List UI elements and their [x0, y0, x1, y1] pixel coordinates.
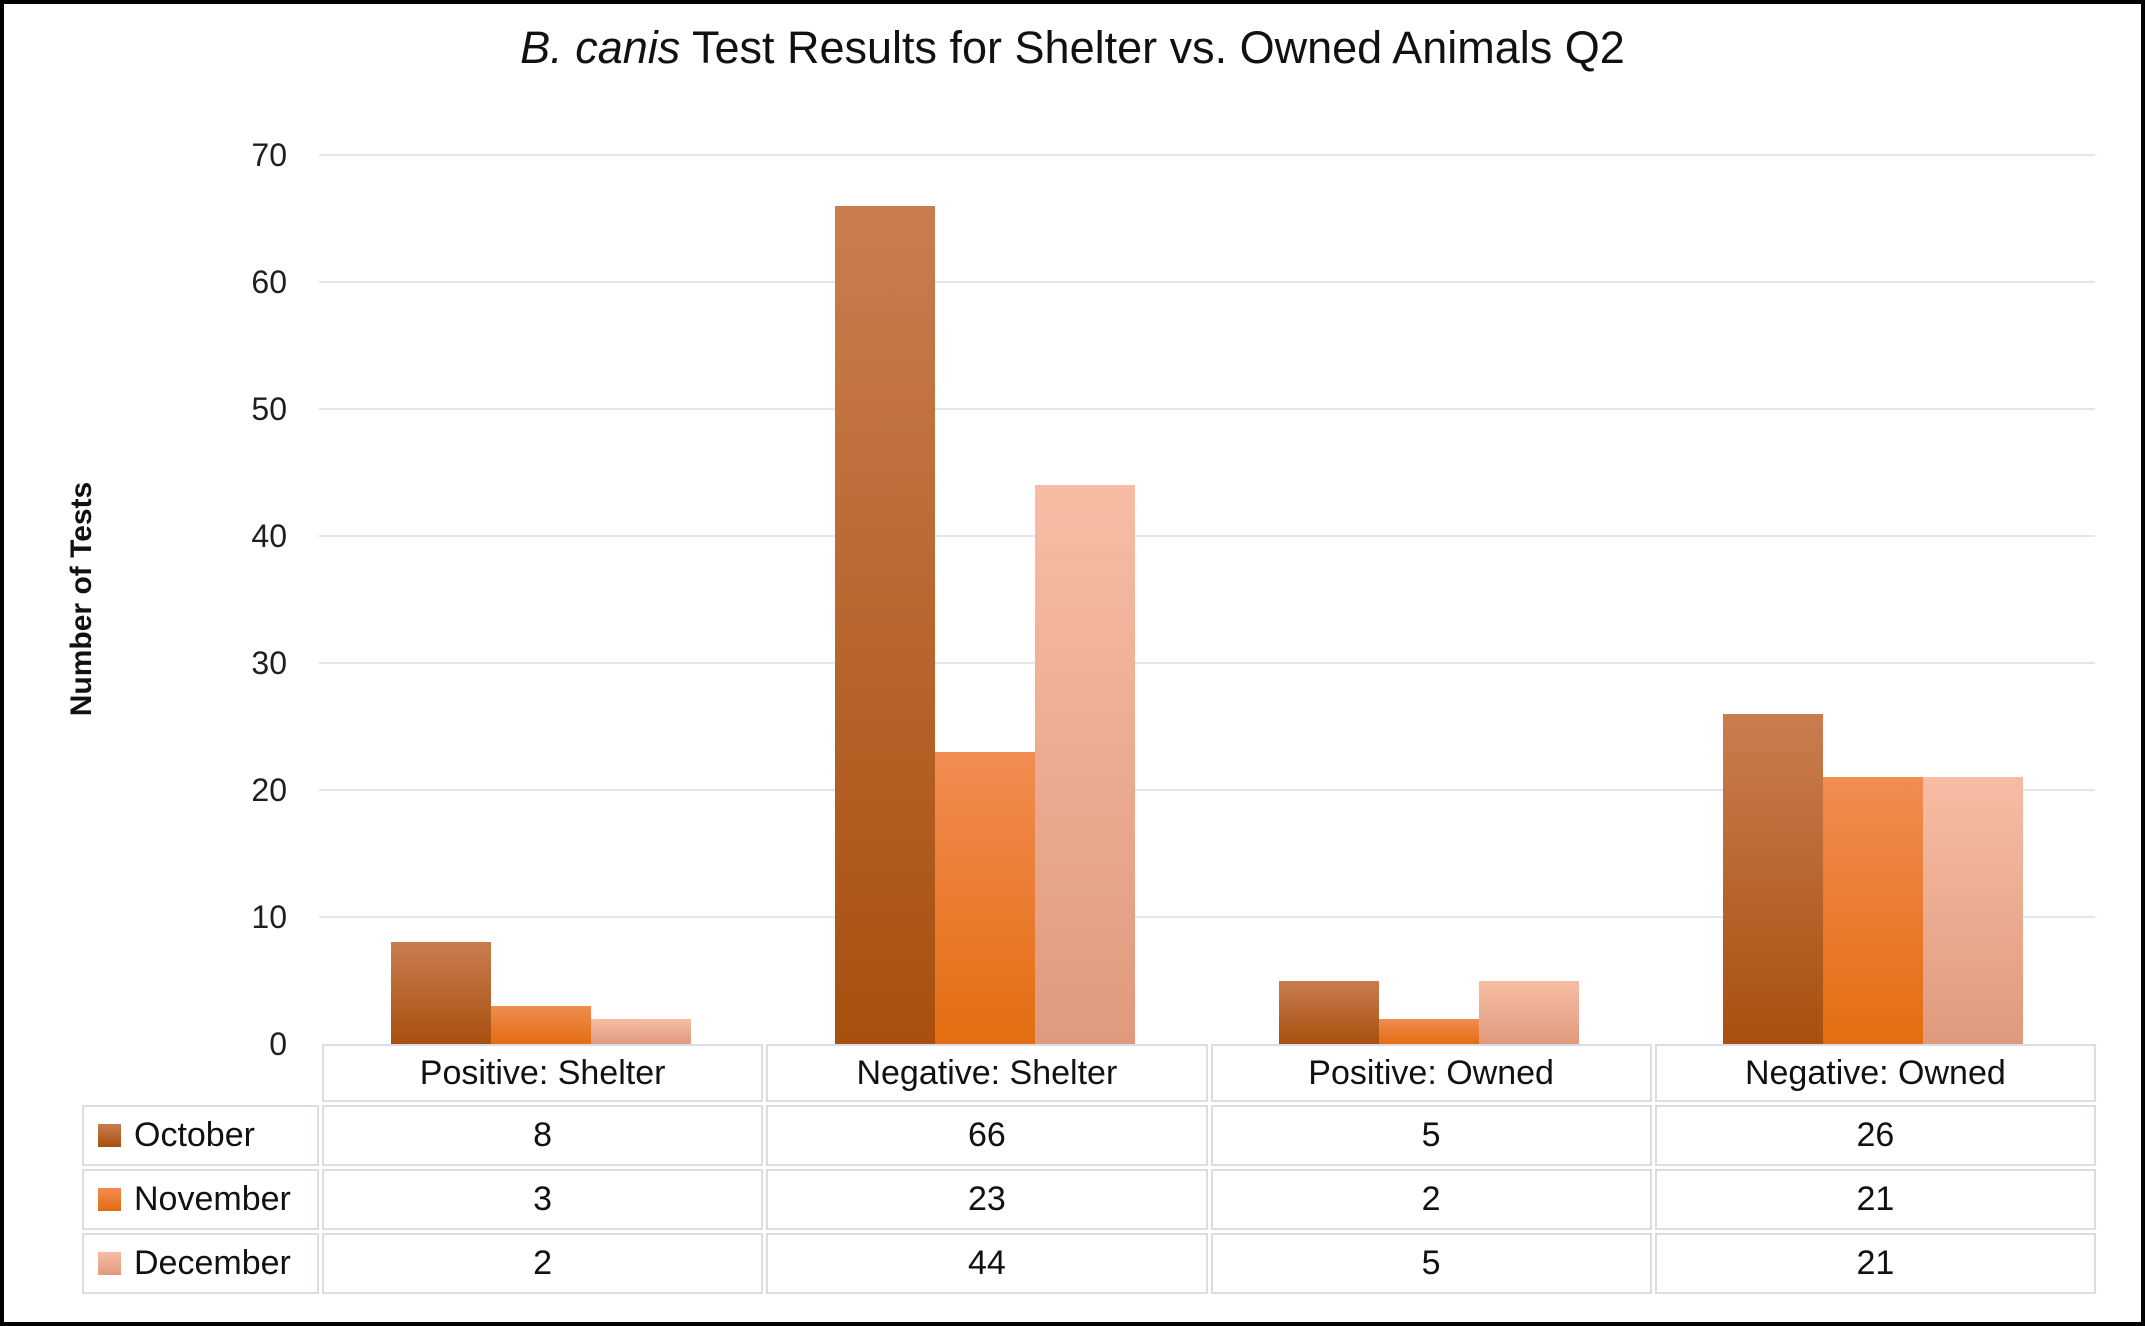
gridline-10	[319, 916, 2095, 918]
y-tick-label-50: 50	[251, 391, 287, 427]
value-cell-november-4: 21	[1654, 1169, 2096, 1230]
bar-november-negative-owned	[1823, 777, 1923, 1044]
legend-swatch-october	[98, 1124, 121, 1147]
y-tick-label-20: 20	[251, 772, 287, 808]
y-tick-label-0: 0	[269, 1026, 287, 1062]
category-header-1: Positive: Shelter	[322, 1044, 764, 1102]
bar-november-positive-shelter	[491, 1005, 591, 1044]
value-cell-october-4: 26	[1654, 1105, 2096, 1166]
bar-november-positive-owned	[1379, 1018, 1479, 1044]
y-tick-label-60: 60	[251, 264, 287, 300]
legend-label-december: December	[134, 1244, 291, 1282]
y-tick-label-70: 70	[251, 137, 287, 173]
chart-title-italic-part: B. canis	[520, 22, 681, 73]
value-cell-december-1: 2	[322, 1233, 764, 1294]
gridline-60	[319, 281, 2095, 283]
value-cell-october-3: 5	[1210, 1105, 1652, 1166]
legend-label-november: November	[134, 1180, 291, 1218]
y-axis-title: Number of Tests	[65, 481, 98, 717]
legend-cell-october: October	[82, 1105, 319, 1166]
legend-cell-november: November	[82, 1169, 319, 1230]
value-cell-november-1: 3	[322, 1169, 764, 1230]
bar-group-2	[763, 155, 1207, 1044]
legend-cell-december: December	[82, 1233, 319, 1294]
bar-october-positive-shelter	[391, 942, 491, 1044]
category-header-3: Positive: Owned	[1210, 1044, 1652, 1102]
gridline-20	[319, 789, 2095, 791]
gridline-40	[319, 535, 2095, 537]
value-cell-december-3: 5	[1210, 1233, 1652, 1294]
bar-october-positive-owned	[1279, 980, 1379, 1044]
table-corner-blank-cell	[82, 1044, 319, 1102]
y-tick-label-40: 40	[251, 518, 287, 554]
bar-december-negative-owned	[1923, 777, 2023, 1044]
category-header-2: Negative: Shelter	[766, 1044, 1208, 1102]
y-tick-label-10: 10	[251, 899, 287, 935]
value-cell-november-3: 2	[1210, 1169, 1652, 1230]
bar-december-negative-shelter	[1035, 485, 1135, 1044]
y-tick-label-30: 30	[251, 645, 287, 681]
legend-swatch-november	[98, 1188, 121, 1211]
bar-october-negative-shelter	[835, 205, 935, 1044]
value-cell-october-1: 8	[322, 1105, 764, 1166]
plot-area	[319, 154, 2095, 1044]
value-cell-november-2: 23	[766, 1169, 1208, 1230]
gridline-50	[319, 408, 2095, 410]
chart-title: B. canis Test Results for Shelter vs. Ow…	[4, 22, 2141, 74]
bar-group-4	[1651, 155, 2095, 1044]
value-cell-december-4: 21	[1654, 1233, 2096, 1294]
legend-swatch-december	[98, 1252, 121, 1275]
bar-group-3	[1207, 155, 1651, 1044]
bar-december-positive-shelter	[591, 1018, 691, 1044]
bar-november-negative-shelter	[935, 751, 1035, 1044]
gridline-30	[319, 662, 2095, 664]
bars-layer	[319, 155, 2095, 1044]
data-table: Positive: Shelter Negative: Shelter Positi…	[82, 1044, 2096, 1294]
gridlines-layer	[319, 154, 2095, 1044]
value-cell-october-2: 66	[766, 1105, 1208, 1166]
chart-title-rest: Test Results for Shelter vs. Owned Anima…	[680, 22, 1625, 73]
legend-label-october: October	[134, 1116, 255, 1154]
bar-group-1	[319, 155, 763, 1044]
category-header-4: Negative: Owned	[1654, 1044, 2096, 1102]
bar-october-negative-owned	[1723, 713, 1823, 1044]
bar-december-positive-owned	[1479, 980, 1579, 1044]
value-cell-december-2: 44	[766, 1233, 1208, 1294]
gridline-70	[319, 154, 2095, 156]
